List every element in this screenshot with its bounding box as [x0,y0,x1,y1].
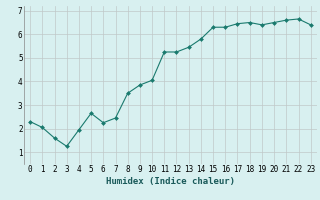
X-axis label: Humidex (Indice chaleur): Humidex (Indice chaleur) [106,177,235,186]
